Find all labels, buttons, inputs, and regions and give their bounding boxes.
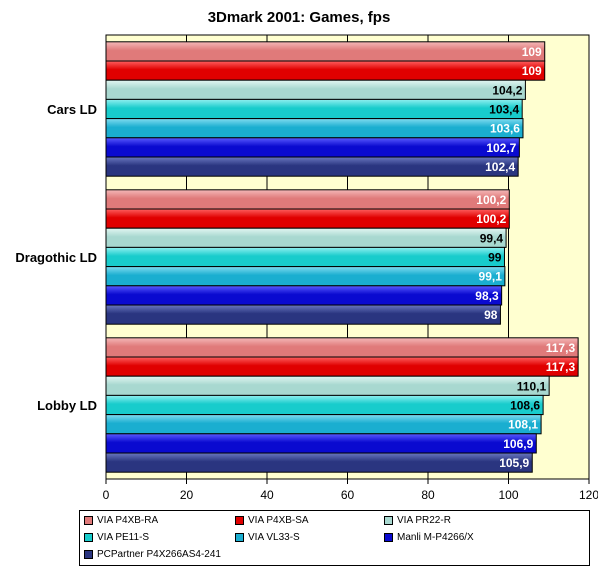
category-label: Lobby LD xyxy=(37,398,97,413)
bar xyxy=(105,208,510,229)
bar xyxy=(105,414,542,435)
legend-swatch xyxy=(235,516,244,525)
x-tick-label: 60 xyxy=(341,488,355,502)
legend-swatch xyxy=(84,516,93,525)
x-tick-label: 40 xyxy=(260,488,274,502)
bar-value-label: 103,4 xyxy=(489,103,519,117)
x-tick-label: 0 xyxy=(103,488,110,502)
bar-value-label: 105,9 xyxy=(499,456,529,470)
bar xyxy=(105,266,506,287)
legend-item: Manli M-P4266/X xyxy=(384,532,474,543)
bar-value-label: 108,1 xyxy=(508,418,538,432)
bar-value-label: 99 xyxy=(488,251,502,265)
category-label: Cars LD xyxy=(47,102,97,117)
bar xyxy=(105,433,537,454)
bar-value-label: 117,3 xyxy=(546,360,576,374)
legend-item: VIA VL33-S xyxy=(235,532,300,543)
bar-value-label: 109 xyxy=(522,64,542,78)
legend-label: VIA P4XB-RA xyxy=(97,515,159,526)
bar xyxy=(105,285,503,306)
bar-value-label: 108,6 xyxy=(510,399,540,413)
bar xyxy=(105,227,507,248)
legend-item: VIA PR22-R xyxy=(384,515,451,526)
legend-swatch xyxy=(235,533,244,542)
bar-value-label: 100,2 xyxy=(476,193,506,207)
bar-value-label: 106,9 xyxy=(503,437,533,451)
category-label: Dragothic LD xyxy=(15,250,97,265)
bar xyxy=(105,79,526,100)
bar-value-label: 109 xyxy=(522,45,542,59)
legend-label: PCPartner P4X266AS4-241 xyxy=(97,549,221,560)
bar-chart: 3Dmark 2001: Games, fps 109109104,2103,4… xyxy=(15,9,598,502)
bar-value-label: 99,1 xyxy=(479,270,503,284)
legend-swatch xyxy=(84,533,93,542)
bar-value-label: 103,6 xyxy=(490,122,520,136)
legend-swatch xyxy=(384,516,393,525)
bar-value-label: 98,3 xyxy=(475,289,499,303)
legend-label: VIA VL33-S xyxy=(248,532,300,543)
bar xyxy=(105,118,524,139)
bar-value-label: 102,4 xyxy=(485,160,515,174)
chart-title: 3Dmark 2001: Games, fps xyxy=(208,9,391,26)
bar-value-label: 104,2 xyxy=(492,83,522,97)
bar-value-label: 117,3 xyxy=(546,341,576,355)
category-labels-group: Cars LD Dragothic LD Lobby LD xyxy=(15,102,97,413)
bar xyxy=(105,452,533,473)
legend-item: VIA P4XB-SA xyxy=(235,515,309,526)
x-tick-label: 120 xyxy=(579,488,598,502)
bar xyxy=(105,41,546,62)
legend-item: VIA P4XB-RA xyxy=(84,515,158,526)
legend-label: VIA PR22-R xyxy=(397,515,451,526)
legend-label: Manli M-P4266/X xyxy=(397,532,474,543)
bar xyxy=(105,337,579,358)
bar-labels-group: 109109104,2103,4103,6102,7102,4100,2100,… xyxy=(475,45,575,470)
x-axis-ticks: 0 20 40 60 80 100 120 xyxy=(103,479,598,502)
legend-item: VIA PE11-S xyxy=(84,532,149,543)
legend-swatch xyxy=(84,550,93,559)
x-tick-label: 100 xyxy=(498,488,518,502)
x-tick-label: 20 xyxy=(180,488,194,502)
bar xyxy=(105,304,501,325)
bars-group xyxy=(105,41,579,473)
bar xyxy=(105,156,519,177)
bar xyxy=(105,98,523,120)
bar-value-label: 102,7 xyxy=(486,141,516,155)
legend-swatch xyxy=(384,533,393,542)
legend-label: VIA PE11-S xyxy=(97,532,150,543)
bar-value-label: 99,4 xyxy=(480,231,504,245)
legend: VIA P4XB-RA VIA P4XB-SA VIA PR22-R VIA PE11… xyxy=(79,510,590,566)
bar-value-label: 110,1 xyxy=(517,379,547,393)
bar-value-label: 100,2 xyxy=(476,212,506,226)
bar xyxy=(105,189,510,210)
legend-label: VIA P4XB-SA xyxy=(248,515,309,526)
bar xyxy=(105,356,579,377)
bar xyxy=(105,246,505,268)
legend-item: PCPartner P4X266AS4-241 xyxy=(84,549,221,560)
bar xyxy=(105,394,544,416)
bar xyxy=(105,137,520,158)
x-tick-label: 80 xyxy=(421,488,435,502)
bar xyxy=(105,375,550,396)
bar-value-label: 98 xyxy=(484,308,498,322)
bar xyxy=(105,60,546,81)
